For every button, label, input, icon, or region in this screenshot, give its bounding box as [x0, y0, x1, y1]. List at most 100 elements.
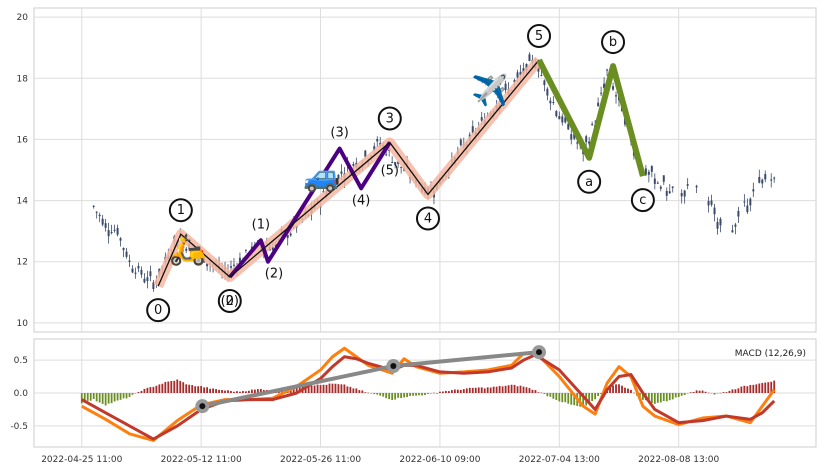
macd-histogram-bar — [758, 383, 761, 393]
macd-histogram-bar — [340, 384, 343, 393]
sub-wave-label: (1) — [252, 217, 270, 232]
macd-histogram-bar — [522, 386, 525, 393]
macd-histogram-bar — [334, 383, 337, 393]
macd-histogram-bar — [140, 390, 143, 393]
candle-body — [719, 218, 722, 226]
macd-histogram-bar — [418, 393, 420, 396]
wave-label-circle — [415, 206, 440, 231]
macd-histogram-bar — [600, 393, 602, 395]
price-y-tick-label: 12 — [17, 258, 28, 268]
candle-body — [119, 238, 122, 241]
macd-histogram-bar — [391, 393, 394, 401]
macd-histogram-bar — [486, 387, 489, 393]
wave-label-circle — [146, 298, 171, 323]
candle-body — [576, 142, 579, 144]
candle-body — [746, 205, 749, 213]
wave-label-text: a — [585, 175, 593, 190]
macd-histogram-bar — [367, 392, 370, 394]
sub-wave-label: (4) — [352, 193, 370, 208]
macd-histogram-bar — [209, 388, 211, 393]
macd-histogram-bar — [256, 389, 259, 393]
macd-histogram-bar — [349, 386, 352, 393]
macd-histogram-bar — [677, 393, 680, 398]
candle-body — [603, 83, 606, 89]
x-tick-label: 2022-08-08 13:00 — [638, 455, 719, 465]
macd-histogram-bar — [155, 385, 158, 393]
macd-histogram-bar — [671, 393, 674, 400]
macd-histogram-bar — [647, 393, 650, 402]
sub-wave-label: (2) — [265, 267, 283, 282]
macd-histogram-bar — [570, 393, 573, 405]
macd-histogram-bar — [343, 384, 346, 393]
candle-body — [116, 227, 119, 235]
macd-histogram-bar — [665, 393, 668, 402]
macd-histogram-bar — [197, 386, 200, 393]
macd-histogram-bar — [322, 384, 325, 393]
macd-histogram-bar — [191, 385, 194, 393]
macd-histogram-bar — [767, 382, 770, 393]
candle-body — [540, 75, 543, 77]
wave-label-text: 5 — [535, 29, 543, 44]
price-y-tick-label: 14 — [17, 197, 29, 207]
macd-histogram-bar — [319, 385, 322, 393]
macd-histogram-bar — [412, 393, 414, 396]
macd-histogram-bar — [710, 393, 713, 394]
macd-histogram-bar — [373, 393, 376, 395]
candle-body — [597, 102, 600, 106]
candle-body — [564, 117, 567, 123]
macd-histogram-bar — [615, 384, 617, 393]
macd-histogram-bar — [495, 386, 498, 393]
candle-body — [644, 168, 647, 175]
macd-histogram — [80, 379, 776, 407]
macd-y-ticks: -0.5 0.0 0.5 — [10, 356, 28, 432]
candle-body — [110, 232, 113, 234]
macd-histogram-bar — [212, 388, 214, 393]
candle-body — [549, 100, 552, 104]
wave-label-circle — [527, 23, 552, 48]
macd-histogram-bar — [752, 384, 755, 393]
macd-histogram-bar — [137, 392, 140, 393]
macd-histogram-bar — [621, 385, 623, 393]
candle-body — [758, 176, 761, 183]
macd-histogram-bar — [737, 388, 740, 393]
macd-histogram-bar — [543, 393, 546, 395]
macd-histogram-bar — [573, 393, 576, 406]
x-axis-ticks: 2022-04-25 11:00 2022-05-12 11:00 2022-05-… — [41, 455, 719, 465]
wave-label-circle — [217, 288, 242, 313]
macd-histogram-bar — [442, 391, 444, 393]
scooter-icon: 🛵 — [169, 232, 206, 267]
macd-histogram-bar — [707, 392, 710, 394]
sub-wave-label: (5) — [381, 163, 399, 178]
macd-histogram-bar — [462, 389, 465, 393]
macd-histogram-bar — [230, 391, 232, 393]
macd-histogram-bar — [513, 384, 516, 393]
candle-body — [101, 218, 104, 225]
macd-histogram-bar — [734, 389, 737, 393]
macd-histogram-bar — [597, 393, 600, 396]
macd-histogram-bar — [179, 380, 182, 393]
candle-body — [761, 179, 764, 184]
macd-histogram-bar — [692, 391, 695, 393]
candle-body — [591, 123, 594, 125]
x-tick-label: 2022-05-26 11:00 — [280, 455, 361, 465]
candle-body — [671, 186, 674, 188]
macd-histogram-bar — [185, 384, 188, 393]
candle-body — [650, 166, 653, 172]
macd-histogram-bar — [447, 391, 450, 393]
candle-body — [612, 86, 615, 90]
candle-body — [107, 230, 110, 237]
candle-body — [552, 101, 555, 103]
wave-label-text: b — [609, 35, 617, 50]
candle-body — [600, 92, 603, 94]
macd-histogram-bar — [564, 393, 567, 403]
candle-body — [331, 179, 334, 182]
macd-histogram-bar — [504, 385, 507, 393]
candle-body — [92, 205, 95, 207]
macd-trend-marker-dot — [536, 349, 543, 356]
macd-histogram-bar — [740, 386, 743, 393]
candle-body — [238, 257, 241, 263]
candle-body — [95, 211, 98, 213]
macd-histogram-bar — [98, 393, 101, 403]
macd-histogram-bar — [206, 387, 209, 393]
macd-histogram-bar — [579, 393, 582, 407]
